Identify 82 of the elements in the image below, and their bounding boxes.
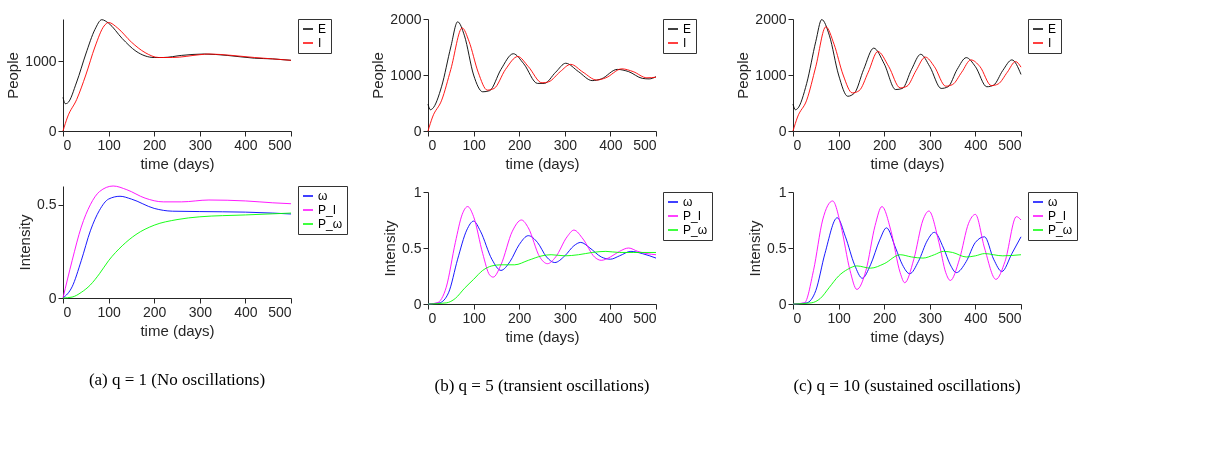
x-tick-label: 500 (268, 303, 292, 320)
x-axis-title: time (days) (140, 321, 215, 339)
text: (a) q = 1 (No oscillations) (88, 370, 266, 389)
x-tick-label: 0 (428, 136, 437, 153)
legend-label: P_ω (318, 217, 343, 231)
x-tick-label: 500 (633, 136, 657, 153)
x-tick-label: 400 (599, 309, 623, 326)
y-axis-title: Intensity (746, 220, 764, 277)
legend-label: P_ω (1048, 223, 1073, 237)
text: (c) q = 10 (sustained oscillations) (793, 376, 1021, 395)
x-tick-label: 200 (508, 309, 532, 326)
x-axis-title: time (days) (505, 154, 580, 172)
x-tick-label: 300 (553, 309, 578, 326)
y-tick-label: 1000 (25, 52, 57, 69)
x-tick-label: 300 (918, 136, 943, 153)
legend-label: P_I (318, 203, 337, 217)
legend-label: ω (683, 195, 693, 209)
x-tick-label: 300 (188, 303, 213, 320)
y-tick-label: 0 (48, 122, 57, 139)
x-tick-label: 500 (998, 309, 1022, 326)
y-axis-title: Intensity (381, 220, 399, 277)
line-series (792, 19, 1022, 111)
legend-label: ω (318, 189, 328, 203)
legend-label: E (683, 22, 692, 36)
text: (b) q = 5 (transient oscillations) (434, 376, 650, 395)
x-axis-title: time (days) (140, 154, 215, 172)
x-tick-label: 500 (633, 309, 657, 326)
y-axis-title: Intensity (16, 214, 34, 271)
x-axis-title: time (days) (870, 154, 945, 172)
x-tick-label: 300 (188, 136, 213, 153)
legend-label: P_I (683, 209, 702, 223)
x-tick-label: 0 (63, 303, 72, 320)
x-tick-label: 400 (234, 136, 258, 153)
legend-label: ω (1048, 195, 1058, 209)
x-tick-label: 200 (143, 303, 167, 320)
x-tick-label: 200 (508, 136, 532, 153)
x-tick-label: 400 (964, 309, 988, 326)
x-tick-label: 300 (918, 309, 943, 326)
y-tick-label: 1 (778, 183, 787, 200)
x-tick-label: 400 (599, 136, 623, 153)
y-tick-label: 1 (413, 183, 422, 200)
legend-label: I (318, 36, 322, 50)
legend-label: P_I (1048, 209, 1067, 223)
x-tick-label: 200 (873, 309, 897, 326)
y-tick-label: 1000 (390, 66, 422, 83)
legend-label: I (1048, 36, 1052, 50)
x-tick-label: 500 (998, 136, 1022, 153)
x-tick-label: 0 (793, 309, 802, 326)
y-tick-label: 0.5 (767, 239, 787, 256)
y-axis-title: People (369, 52, 387, 99)
x-tick-label: 500 (268, 136, 292, 153)
y-tick-label: 2000 (390, 10, 422, 27)
x-tick-label: 100 (462, 136, 486, 153)
y-tick-label: 0.5 (37, 196, 57, 213)
y-axis-title: People (734, 52, 752, 99)
y-tick-label: 1000 (755, 66, 787, 83)
legend-label: I (683, 36, 687, 50)
x-tick-label: 200 (143, 136, 167, 153)
y-tick-label: 0 (413, 122, 422, 139)
legend-label: E (318, 22, 327, 36)
x-tick-label: 400 (234, 303, 258, 320)
legend-label: E (1048, 22, 1057, 36)
y-tick-label: 0 (48, 289, 57, 306)
x-tick-label: 100 (827, 309, 851, 326)
x-tick-label: 400 (964, 136, 988, 153)
x-tick-label: 0 (793, 136, 802, 153)
x-tick-label: 0 (63, 136, 72, 153)
y-axis-title: People (4, 52, 22, 99)
x-tick-label: 100 (462, 309, 486, 326)
x-tick-label: 100 (97, 136, 121, 153)
y-tick-label: 0.5 (402, 239, 422, 256)
line-series (427, 21, 657, 111)
x-tick-label: 200 (873, 136, 897, 153)
x-tick-label: 300 (553, 136, 578, 153)
x-axis-title: time (days) (870, 327, 945, 345)
x-tick-label: 100 (97, 303, 121, 320)
x-tick-label: 100 (827, 136, 851, 153)
y-tick-label: 0 (778, 122, 787, 139)
x-axis-title: time (days) (505, 327, 580, 345)
legend-label: P_ω (683, 223, 708, 237)
y-tick-label: 2000 (755, 10, 787, 27)
x-tick-label: 0 (428, 309, 437, 326)
